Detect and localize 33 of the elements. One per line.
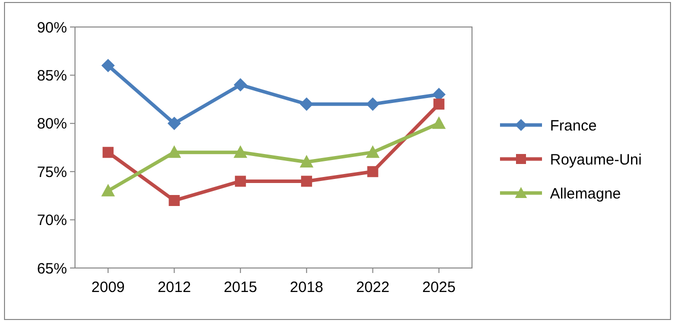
x-tick-label: 2022 bbox=[356, 279, 390, 296]
x-tick-label: 2009 bbox=[91, 279, 125, 296]
point bbox=[432, 88, 446, 101]
point bbox=[300, 98, 314, 111]
y-tick-label: 90% bbox=[36, 19, 67, 36]
point bbox=[168, 146, 181, 158]
point bbox=[102, 184, 115, 196]
legend-label: Allemagne bbox=[550, 185, 621, 202]
point bbox=[300, 155, 314, 168]
point bbox=[234, 146, 247, 158]
point bbox=[432, 116, 446, 129]
point bbox=[102, 146, 114, 158]
point bbox=[367, 166, 378, 178]
point bbox=[234, 176, 246, 187]
x-tick-label: 2025 bbox=[422, 279, 456, 296]
x-tick-label: 2018 bbox=[290, 279, 324, 296]
y-tick-label: 85% bbox=[36, 67, 67, 84]
legend-label: France bbox=[550, 117, 597, 134]
point bbox=[366, 98, 380, 111]
point bbox=[168, 195, 180, 206]
point bbox=[168, 116, 181, 130]
legend-label: Royaume-Uni bbox=[550, 151, 642, 168]
y-tick-label: 65% bbox=[36, 260, 67, 278]
point bbox=[102, 59, 115, 72]
y-tick-label: 80% bbox=[36, 116, 67, 133]
x-tick-label: 2015 bbox=[224, 279, 258, 296]
y-tick-label: 70% bbox=[36, 212, 67, 230]
point bbox=[366, 146, 380, 158]
point bbox=[234, 78, 247, 92]
x-tick-label: 2012 bbox=[158, 279, 191, 296]
point bbox=[301, 176, 312, 187]
y-tick-label: 75% bbox=[36, 164, 67, 181]
point bbox=[433, 98, 444, 110]
